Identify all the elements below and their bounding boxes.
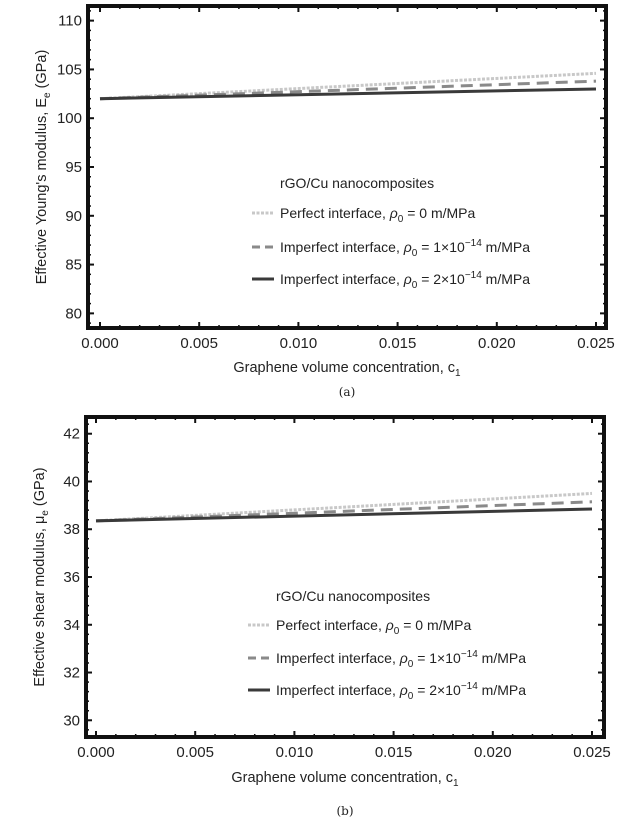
legend-text: Imperfect interface,: [280, 239, 404, 255]
series-line-3: [99, 87, 597, 101]
legend-exponent: −14: [461, 649, 478, 660]
legend-equation: = 0 m/MPa: [403, 205, 475, 221]
legend-entry-2: Imperfect interface, ρ0 = 1×10−14 m/MPa: [280, 238, 530, 259]
legend-text: Perfect interface,: [280, 205, 390, 221]
legend: rGO/Cu nanocomposites Perfect interface, …: [248, 588, 526, 702]
y-tick-label: 32: [63, 665, 80, 682]
x-axis-label-text: Graphene volume concentration, c: [233, 360, 455, 376]
legend-equation: = 0 m/MPa: [399, 617, 471, 633]
legend-entry-1: Perfect interface, ρ0 = 0 m/MPa: [280, 205, 475, 225]
legend-rho-subscript: 0: [408, 659, 414, 670]
legend-equation: = 2×10: [417, 271, 465, 287]
y-tick-label: 80: [65, 305, 82, 322]
legend-equation: = 1×10: [417, 239, 465, 255]
y-axis-label-subscript: e: [40, 510, 51, 516]
legend-exponent: −14: [461, 681, 478, 692]
legend-unit: m/MPa: [482, 271, 530, 287]
legend-text: Imperfect interface,: [276, 682, 400, 698]
legend-title: rGO/Cu nanocomposites: [276, 588, 430, 604]
legend-rho-subscript: 0: [412, 280, 418, 291]
y-tick-label: 42: [63, 426, 80, 443]
legend-exponent: −14: [465, 238, 482, 249]
legend-rho: ρ: [403, 239, 412, 255]
x-tick-label: 0.015: [375, 744, 413, 761]
legend-entry-2: Imperfect interface, ρ0 = 1×10−14 m/MPa: [276, 649, 526, 670]
y-tick-label: 100: [57, 110, 82, 127]
x-axis-label-subscript: 1: [455, 368, 461, 379]
y-tick-label: 90: [65, 208, 82, 225]
y-tick-label: 105: [57, 61, 82, 78]
legend-equation: = 2×10: [413, 682, 461, 698]
x-axis-label-text: Graphene volume concentration, c: [231, 770, 453, 786]
legend-rho-subscript: 0: [394, 626, 400, 637]
legend-rho: ρ: [399, 682, 408, 698]
x-axis-label-subscript: 1: [453, 778, 459, 789]
x-tick-label: 0.000: [77, 744, 115, 761]
legend-text: Imperfect interface,: [276, 650, 400, 666]
y-tick-label: 36: [63, 569, 80, 586]
legend-rho: ρ: [385, 617, 394, 633]
y-tick-label: 85: [65, 257, 82, 274]
panel-caption: (b): [336, 804, 353, 818]
panel-caption: (a): [339, 385, 356, 399]
legend-unit: m/MPa: [482, 239, 530, 255]
y-axis-label-text: Effective shear modulus, μ: [32, 516, 48, 687]
x-tick-label: 0.025: [577, 335, 615, 352]
legend-unit: m/MPa: [478, 682, 526, 698]
y-axis-label-unit: (GPa): [32, 467, 48, 510]
y-tick-label: 34: [63, 617, 80, 634]
series-line-3: [95, 507, 593, 523]
y-axis-label: Effective shear modulus, μe (GPa): [32, 467, 51, 686]
x-tick-label: 0.010: [280, 335, 318, 352]
x-tick-label: 0.020: [478, 335, 516, 352]
x-axis-label: Graphene volume concentration, c1: [231, 770, 459, 789]
x-tick-label: 0.020: [474, 744, 512, 761]
y-axis-label-text: Effective Young's modulus, E: [34, 98, 50, 285]
x-tick-label: 0.015: [379, 335, 417, 352]
chart-panel-b: 0.000 0.005 0.010 0.015 0.020 0.025 30 32 34 36 38…: [32, 415, 611, 818]
legend-entry-1: Perfect interface, ρ0 = 0 m/MPa: [276, 617, 471, 637]
legend-rho: ρ: [403, 271, 412, 287]
x-tick-label: 0.005: [176, 744, 214, 761]
y-tick-label: 95: [65, 159, 82, 176]
legend-exponent: −14: [465, 270, 482, 281]
x-axis-label: Graphene volume concentration, c1: [233, 360, 461, 379]
y-tick-label: 38: [63, 521, 80, 538]
y-tick-label: 30: [63, 712, 80, 729]
x-tick-label: 0.010: [276, 744, 314, 761]
y-tick-label: 110: [58, 13, 82, 30]
legend-entry-3: Imperfect interface, ρ0 = 2×10−14 m/MPa: [276, 681, 526, 702]
y-axis-label: Effective Young's modulus, Ee (GPa): [34, 50, 53, 285]
legend-unit: m/MPa: [478, 650, 526, 666]
legend-rho-subscript: 0: [398, 214, 404, 225]
legend-text: Perfect interface,: [276, 617, 386, 633]
legend-rho-subscript: 0: [408, 691, 414, 702]
legend-entry-3: Imperfect interface, ρ0 = 2×10−14 m/MPa: [280, 270, 530, 291]
y-tick-label: 40: [63, 473, 80, 490]
legend: rGO/Cu nanocomposites Perfect interface, …: [252, 175, 530, 291]
legend-equation: = 1×10: [413, 650, 461, 666]
legend-rho: ρ: [389, 205, 398, 221]
x-tick-label: 0.000: [81, 335, 119, 352]
series-line-1: [95, 491, 593, 523]
y-axis-label-unit: (GPa): [34, 50, 50, 93]
y-axis-label-subscript: e: [42, 92, 53, 98]
x-tick-label: 0.025: [573, 744, 611, 761]
legend-text: Imperfect interface,: [280, 271, 404, 287]
legend-title: rGO/Cu nanocomposites: [280, 175, 434, 191]
chart-panel-a: 0.000 0.005 0.010 0.015 0.020 0.0258085909510…: [34, 4, 615, 399]
x-tick-label: 0.005: [180, 335, 218, 352]
legend-rho-subscript: 0: [412, 248, 418, 259]
legend-rho: ρ: [399, 650, 408, 666]
